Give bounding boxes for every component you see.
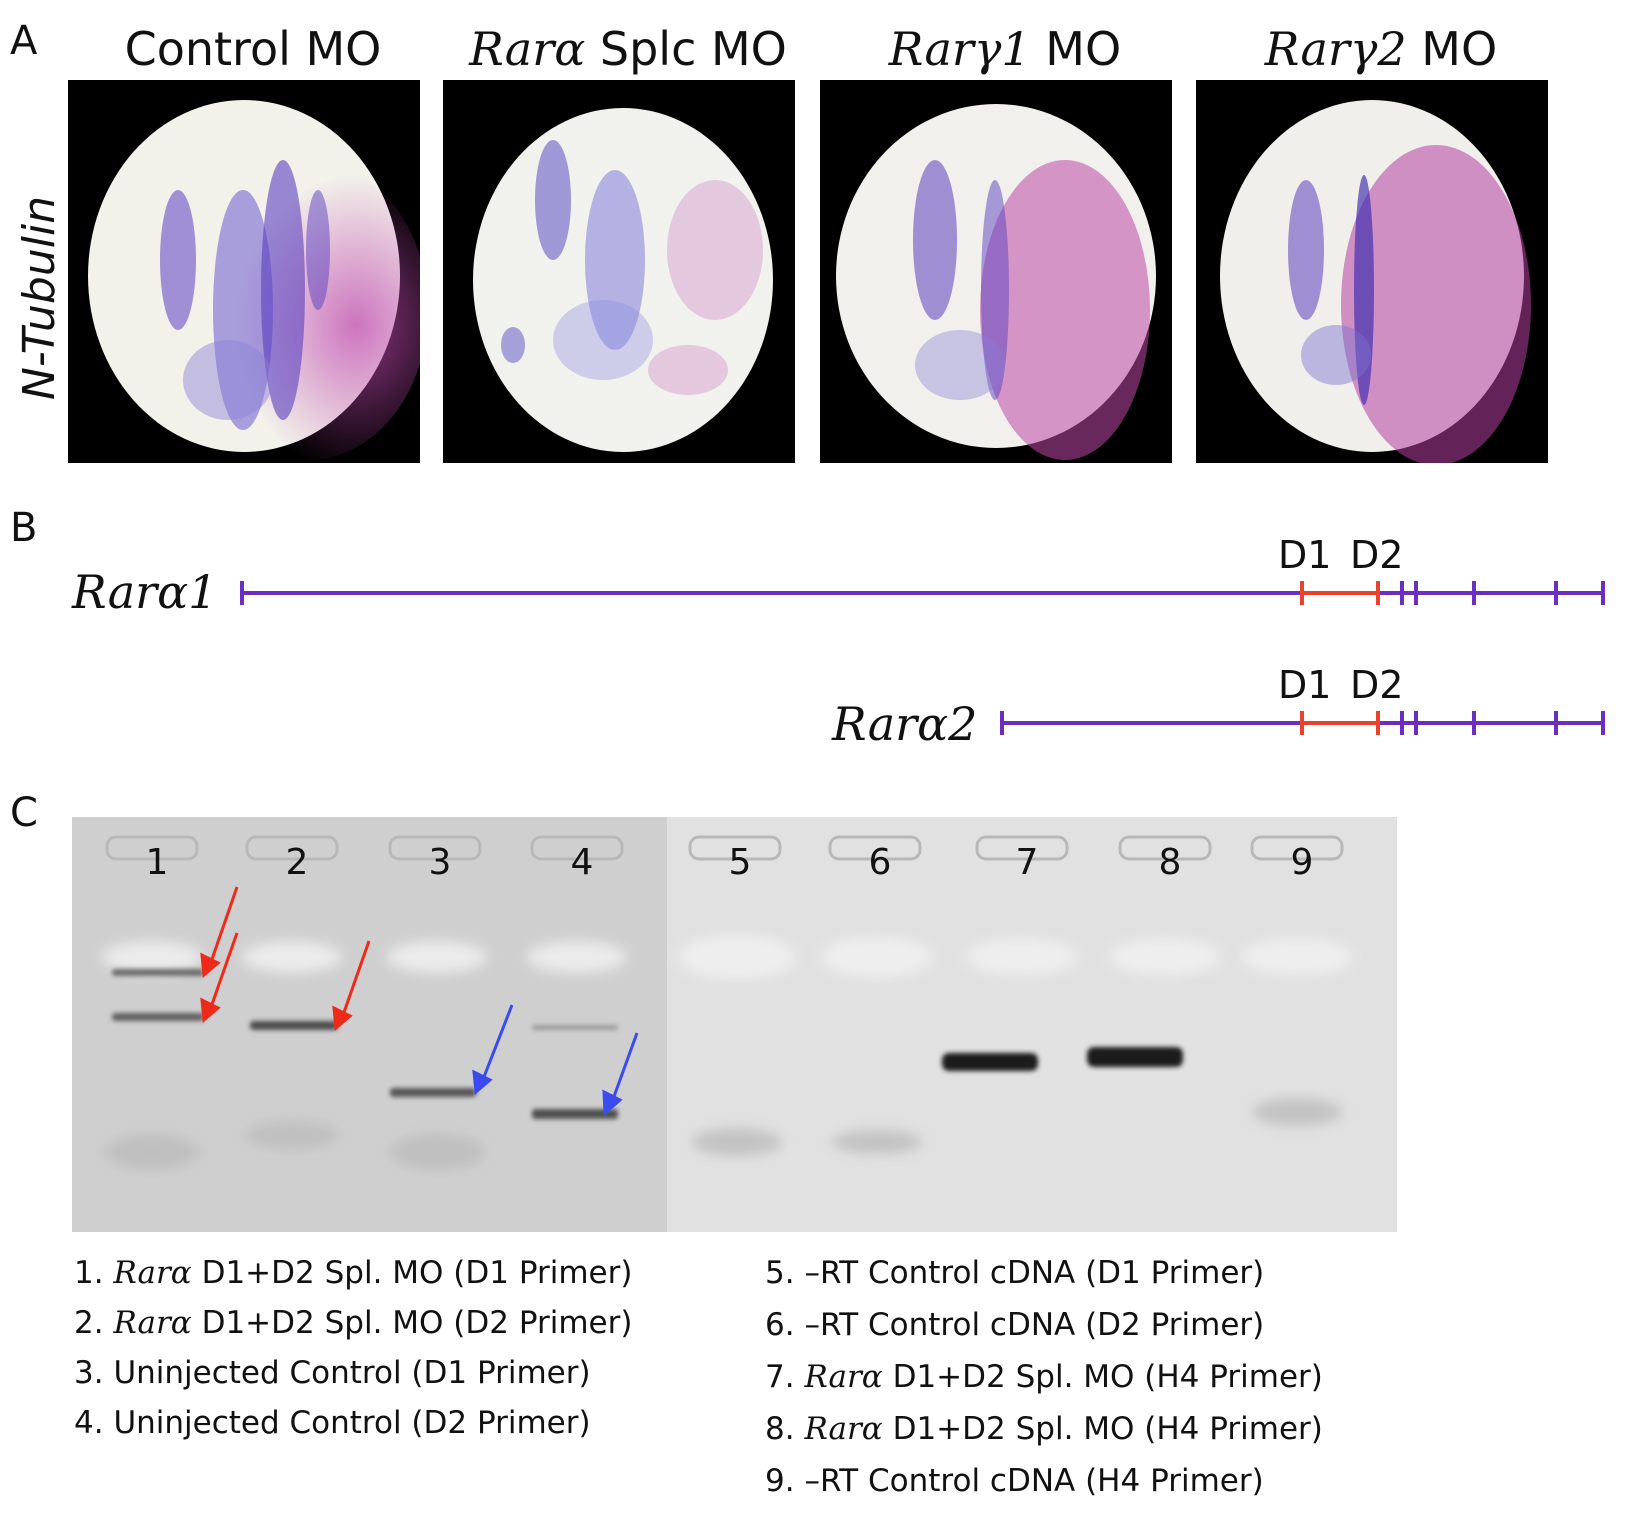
legend-text: –RT Control cDNA (D2 Primer) xyxy=(804,1307,1265,1343)
gene-label-rara2: Rarα2 xyxy=(832,697,978,751)
legend-item-5: 5. –RT Control cDNA (D1 Primer) xyxy=(765,1255,1264,1291)
column-title-suffix: MO xyxy=(1030,22,1122,76)
embryo-image-rarg1-mo xyxy=(820,80,1172,463)
lane-number: 9 xyxy=(1290,842,1314,883)
domain-label-d2: D2 xyxy=(1350,533,1404,577)
legend-number: 2. xyxy=(74,1305,104,1341)
legend-gene: Rarα xyxy=(804,1359,883,1395)
column-title-suffix: Splc MO xyxy=(585,22,787,76)
lane-number: 8 xyxy=(1158,842,1182,883)
domain-label-d1: D1 xyxy=(1278,533,1332,577)
lane-number: 6 xyxy=(868,842,892,883)
domain-label-d2: D2 xyxy=(1350,663,1404,707)
lane-number: 2 xyxy=(285,842,309,883)
legend-text: Uninjected Control (D1 Primer) xyxy=(113,1355,591,1391)
gene-diagram-rara1 xyxy=(240,581,1605,605)
lane-number: 5 xyxy=(728,842,752,883)
panel-a-letter: A xyxy=(10,18,38,64)
panel-b-letter: B xyxy=(10,505,38,551)
lane-number: 3 xyxy=(428,842,452,883)
legend-gene: Rarα xyxy=(113,1255,192,1291)
lane-number: 4 xyxy=(570,842,594,883)
legend-item-3: 3. Uninjected Control (D1 Primer) xyxy=(74,1355,591,1391)
domain-label-d1: D1 xyxy=(1278,663,1332,707)
lane-number: 1 xyxy=(145,842,169,883)
gene-label-rara1: Rarα1 xyxy=(72,565,218,619)
legend-item-9: 9. –RT Control cDNA (H4 Primer) xyxy=(765,1463,1264,1499)
legend-number: 9. xyxy=(765,1463,795,1499)
legend-text: D1+D2 Spl. MO (H4 Primer) xyxy=(882,1359,1323,1395)
column-title-rara-splc-mo: Rarα Splc MO xyxy=(443,22,813,76)
legend-text: D1+D2 Spl. MO (D1 Primer) xyxy=(191,1255,633,1291)
column-title-rarg2-mo: Rarγ2 MO xyxy=(1196,22,1566,76)
column-title-control-mo: Control MO xyxy=(124,22,382,76)
legend-item-6: 6. –RT Control cDNA (D2 Primer) xyxy=(765,1307,1264,1343)
column-title-gene: Rarγ1 xyxy=(888,22,1031,76)
legend-number: 5. xyxy=(765,1255,795,1291)
legend-gene: Rarα xyxy=(113,1305,192,1341)
legend-item-2: 2. Rarα D1+D2 Spl. MO (D2 Primer) xyxy=(74,1305,632,1341)
lane-number: 7 xyxy=(1015,842,1039,883)
legend-text: D1+D2 Spl. MO (D2 Primer) xyxy=(191,1305,633,1341)
column-title-gene: Rarα xyxy=(469,22,586,76)
embryo-image-rara-splc-mo xyxy=(443,80,795,463)
column-title-suffix: MO xyxy=(1406,22,1498,76)
legend-number: 8. xyxy=(765,1411,795,1447)
legend-item-8: 8. Rarα D1+D2 Spl. MO (H4 Primer) xyxy=(765,1411,1323,1447)
legend-number: 3. xyxy=(74,1355,104,1391)
gel-image xyxy=(72,817,1397,1232)
legend-item-4: 4. Uninjected Control (D2 Primer) xyxy=(74,1405,591,1441)
legend-number: 4. xyxy=(74,1405,104,1441)
legend-text: –RT Control cDNA (D1 Primer) xyxy=(804,1255,1265,1291)
legend-number: 1. xyxy=(74,1255,104,1291)
gene-diagram-rara2 xyxy=(1000,711,1605,735)
panel-c-letter: C xyxy=(10,790,38,836)
column-title-gene: Rarγ2 xyxy=(1264,22,1407,76)
embryo-image-control-mo xyxy=(68,80,420,463)
embryo-image-rarg2-mo xyxy=(1196,80,1548,463)
legend-number: 6. xyxy=(765,1307,795,1343)
column-title-rarg1-mo: Rarγ1 MO xyxy=(820,22,1190,76)
legend-number: 7. xyxy=(765,1359,795,1395)
legend-text: D1+D2 Spl. MO (H4 Primer) xyxy=(882,1411,1323,1447)
legend-gene: Rarα xyxy=(804,1411,883,1447)
legend-item-1: 1. Rarα D1+D2 Spl. MO (D1 Primer) xyxy=(74,1255,632,1291)
row-label-n-tubulin: N-Tubulin xyxy=(14,195,65,400)
legend-text: –RT Control cDNA (H4 Primer) xyxy=(804,1463,1264,1499)
legend-text: Uninjected Control (D2 Primer) xyxy=(113,1405,591,1441)
legend-item-7: 7. Rarα D1+D2 Spl. MO (H4 Primer) xyxy=(765,1359,1323,1395)
